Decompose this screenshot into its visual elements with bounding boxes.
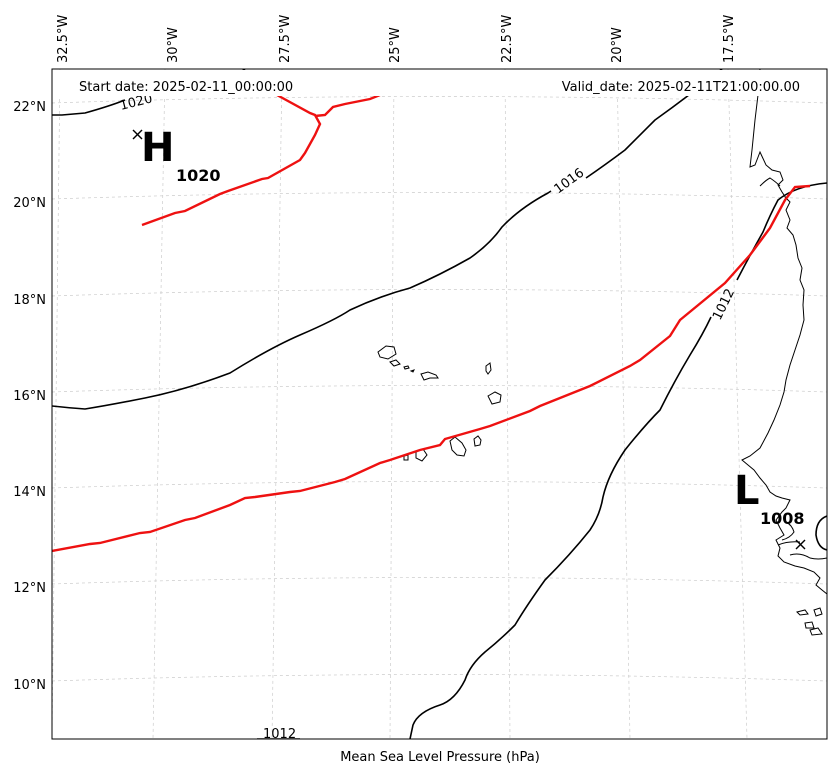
coast-inlet bbox=[781, 521, 795, 541]
lat-tick-label: 12°N bbox=[13, 581, 46, 596]
isobar-1020 bbox=[52, 99, 126, 116]
reference-isobar-north bbox=[141, 90, 322, 227]
isobar-1016 bbox=[52, 190, 552, 410]
island-sao-nicolau bbox=[409, 369, 415, 373]
lon-tick-label: 32.5°W bbox=[56, 15, 71, 63]
reference-isobar bbox=[52, 90, 811, 553]
lon-tick-label: 25°W bbox=[388, 27, 403, 63]
lat-tick-label: 20°N bbox=[13, 196, 46, 211]
island-sao-nicolau-main bbox=[420, 371, 439, 381]
parallel-line bbox=[52, 674, 827, 682]
lon-tick-label: 30°W bbox=[166, 27, 181, 63]
isobar-1012 bbox=[409, 316, 712, 739]
island-maio bbox=[473, 435, 482, 447]
lon-tick-label: 27.5°W bbox=[278, 15, 293, 63]
island-boa-vista bbox=[487, 391, 502, 405]
start-date: Start date: 2025-02-11_00:00:00 bbox=[79, 80, 293, 95]
meridian-line bbox=[152, 69, 166, 739]
coastline bbox=[741, 69, 827, 595]
parallel-line bbox=[52, 481, 827, 489]
coast-gambia bbox=[777, 541, 801, 546]
cape-verde-islands bbox=[377, 345, 502, 462]
low-symbol: L bbox=[734, 468, 760, 514]
island-sao-vicente bbox=[389, 359, 401, 367]
parallel-line bbox=[52, 96, 827, 104]
lat-tick-label: 16°N bbox=[13, 389, 46, 404]
high-center-marker bbox=[132, 129, 143, 140]
lat-tick-label: 10°N bbox=[13, 678, 46, 693]
header-band bbox=[53, 70, 826, 96]
high-value: 1020 bbox=[176, 166, 221, 185]
contour-label-1012-south: 1012 bbox=[263, 727, 296, 742]
high-pressure-center: H 1020 bbox=[132, 125, 221, 185]
lat-tick-label: 14°N bbox=[13, 485, 46, 500]
low-center-marker bbox=[795, 539, 806, 550]
lon-tick-label: 22.5°W bbox=[500, 15, 515, 63]
latitude-tick-labels: 22°N 20°N 18°N 16°N 14°N 12°N 10°N bbox=[13, 100, 46, 693]
island-santo-antao bbox=[377, 345, 397, 360]
coast-estuary bbox=[789, 553, 827, 560]
island-sal bbox=[485, 362, 492, 375]
reference-isobar-south bbox=[52, 184, 811, 553]
meridian-line bbox=[616, 69, 631, 739]
lat-tick-label: 22°N bbox=[13, 100, 46, 115]
valid-date: Valid_date: 2025-02-11T21:00:00.00 bbox=[562, 80, 800, 95]
coast-detail bbox=[759, 177, 781, 187]
meridian-line bbox=[389, 69, 395, 739]
low-closed-isobar bbox=[815, 515, 827, 551]
lon-tick-label: 20°W bbox=[610, 27, 625, 63]
lat-tick-label: 18°N bbox=[13, 293, 46, 308]
contour-label-1016: 1016 bbox=[552, 166, 588, 198]
parallel-line bbox=[52, 385, 827, 393]
high-symbol: H bbox=[141, 125, 174, 171]
low-value: 1008 bbox=[760, 509, 805, 528]
island-santa-luzia bbox=[403, 365, 410, 370]
graticule bbox=[52, 69, 827, 739]
meridian-line bbox=[52, 69, 61, 739]
meridian-line bbox=[271, 69, 283, 739]
island-santiago bbox=[449, 436, 467, 457]
low-pressure-center: L 1008 bbox=[734, 468, 806, 550]
reference-isobar-north-cap bbox=[314, 93, 381, 118]
bissagos-islands bbox=[796, 607, 823, 636]
longitude-tick-labels: 32.5°W 30°W 27.5°W 25°W 22.5°W 20°W 17.5… bbox=[56, 15, 737, 63]
meridian-line bbox=[727, 69, 748, 739]
africa-coast bbox=[741, 69, 827, 595]
lon-tick-label: 17.5°W bbox=[722, 15, 737, 63]
parallel-line bbox=[52, 577, 827, 585]
isobar-1012-north bbox=[736, 182, 827, 281]
map-caption: Mean Sea Level Pressure (hPa) bbox=[340, 750, 540, 765]
plot-frame bbox=[51, 68, 828, 740]
parallel-line bbox=[52, 192, 827, 200]
parallel-line bbox=[52, 289, 827, 297]
meridian-line bbox=[504, 69, 511, 739]
